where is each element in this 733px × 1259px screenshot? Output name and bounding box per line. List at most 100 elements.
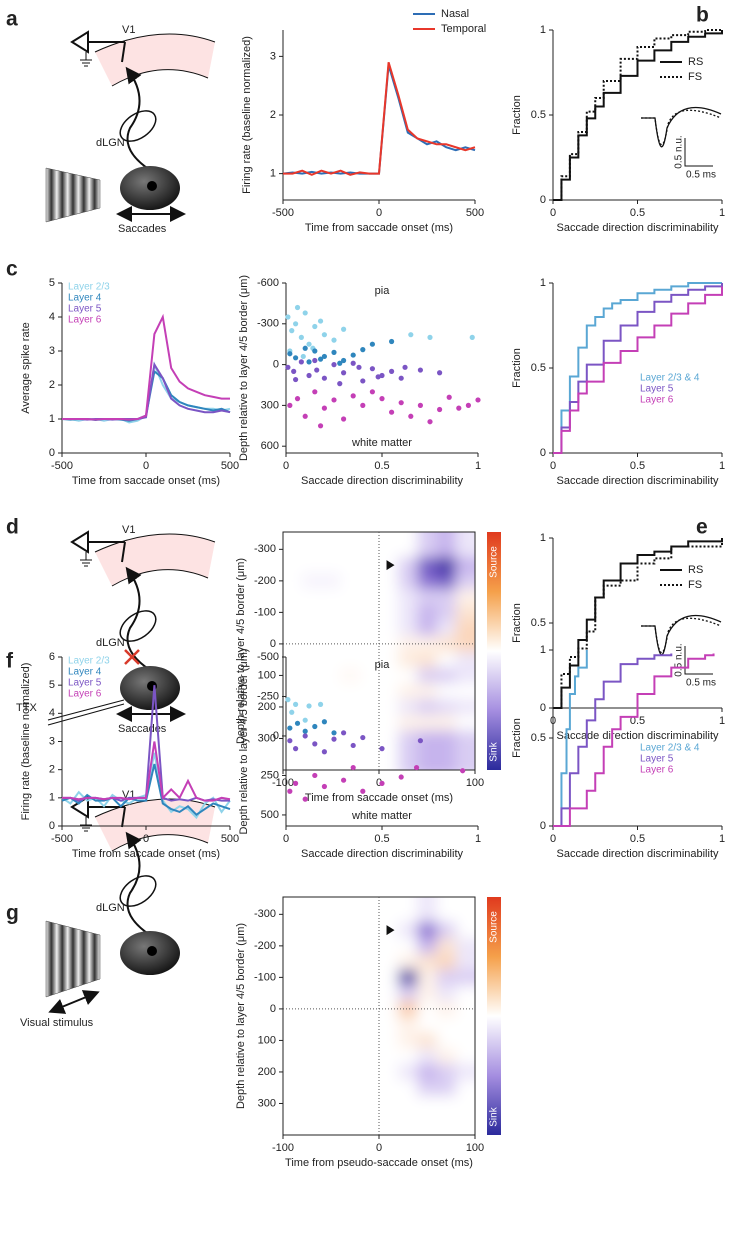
y-tick-label: 5 <box>49 277 55 289</box>
heatmap-cell <box>359 588 380 606</box>
legend-label: Layer 4 <box>68 667 102 678</box>
cdf-line <box>553 282 722 454</box>
heatmap-cell <box>455 667 475 685</box>
heatmap-cell <box>302 1095 323 1135</box>
heatmap-cell <box>321 683 342 701</box>
scatter-point <box>331 736 337 742</box>
panel-label: g <box>6 902 19 925</box>
colorbar-label: Sink <box>489 1106 500 1126</box>
heatmap-cell <box>340 636 361 653</box>
cdf-line <box>553 538 723 709</box>
scatter-point <box>302 717 308 723</box>
heatmap-cell <box>283 897 304 924</box>
heatmap-cell <box>398 557 419 574</box>
heatmap-cell <box>436 1048 457 1066</box>
panel-label: f <box>6 650 14 673</box>
heatmap-cell <box>340 897 361 924</box>
heatmap-cell <box>283 985 304 1003</box>
x-axis-label: Saccade direction discriminability <box>301 475 464 487</box>
legend-label: RS <box>688 56 703 68</box>
y-axis-label: Depth relative to layer 4/5 border (μm) <box>235 558 247 744</box>
heatmap <box>283 532 475 770</box>
cdf-line <box>553 538 723 709</box>
scatter-point <box>285 314 291 320</box>
y-tick-label: 300 <box>258 1097 276 1109</box>
heatmap-cell <box>321 604 342 622</box>
heatmap-cell <box>398 1095 419 1135</box>
heatmap-cell <box>455 985 475 1003</box>
heatmap-cell <box>379 1064 400 1081</box>
heatmap-cell <box>302 588 323 606</box>
heatmap-cell <box>283 1095 304 1135</box>
heatmap-cell <box>455 922 475 939</box>
scatter-point <box>306 703 312 709</box>
scatter-point <box>475 397 481 403</box>
y-axis-label: Depth relative to layer 4/5 border (μm) <box>238 648 250 834</box>
scatter-point <box>321 375 327 381</box>
y-axis-label: Firing rate (baseline normalized) <box>241 36 253 194</box>
panel-label: d <box>6 516 19 539</box>
y-tick-label: 0 <box>273 359 279 371</box>
scatter-point <box>302 310 308 316</box>
scatter-point <box>408 332 414 338</box>
scatter-point <box>389 368 395 374</box>
y-tick-label: 1 <box>540 24 546 36</box>
heatmap-cell <box>417 588 438 606</box>
heatmap-cell <box>283 937 304 955</box>
y-tick-label: -100 <box>254 606 276 618</box>
scatter-point <box>341 370 347 376</box>
y-tick-label: 1 <box>540 644 546 656</box>
scatter-point <box>469 334 475 340</box>
y-tick-label: 3 <box>270 50 276 62</box>
scatter-point <box>331 362 337 368</box>
heatmap-cell <box>359 969 380 987</box>
x-tick-label: 500 <box>466 207 484 219</box>
heatmap-cell <box>417 922 438 939</box>
y-tick-label: -300 <box>254 543 276 555</box>
heatmap-cell <box>321 969 342 987</box>
scatter-point <box>312 357 318 364</box>
chart: Source Sink -100 0 100 -300 -200 -100 0 100 200 300… <box>235 896 501 1169</box>
heatmap-cell <box>302 1001 323 1018</box>
y-tick-label: 500 <box>261 809 279 821</box>
heatmap-cell <box>340 532 361 559</box>
heatmap-cell <box>359 604 380 622</box>
y-axis-label: Average spike rate <box>20 322 32 414</box>
x-axis-label: Time from saccade onset (ms) <box>72 475 220 487</box>
y-axis-label: Firing rate (baseline normalized) <box>20 663 32 821</box>
scatter-point <box>293 355 299 361</box>
scatter-point <box>293 780 299 786</box>
scatter-point <box>460 768 466 774</box>
heatmap-cell <box>455 1048 475 1066</box>
heatmap-cell <box>436 699 457 716</box>
heatmap-cell <box>340 588 361 606</box>
scatter-point <box>312 772 318 779</box>
legend-label: Layer 5 <box>640 754 674 765</box>
heatmap-cell <box>359 636 380 653</box>
heatmap-cell <box>321 1016 342 1034</box>
heatmap-cell <box>398 1079 419 1097</box>
heatmap-cell <box>321 985 342 1003</box>
heatmap-cell <box>398 699 419 716</box>
scatter-point <box>314 367 320 373</box>
x-tick-label: 0 <box>283 460 289 472</box>
diagram-g: V1 dLGN Visual stimulus <box>20 789 216 1029</box>
x-tick-label: -100 <box>272 1142 294 1154</box>
heatmap-cell <box>359 953 380 971</box>
heatmap-cell <box>398 620 419 638</box>
x-tick-label: 0.5 <box>630 460 645 472</box>
x-tick-label: -100 <box>272 777 294 789</box>
scatter-point <box>341 326 347 332</box>
heatmap-cell <box>436 897 457 924</box>
scatter-point <box>437 406 443 413</box>
diagram-label: dLGN <box>96 137 125 149</box>
scatter-point <box>465 402 471 408</box>
heatmap-cell <box>417 1016 438 1034</box>
heatmap-cell <box>455 1079 475 1097</box>
y-tick-label: 0 <box>49 447 55 459</box>
heatmap-cell <box>436 969 457 987</box>
heatmap-cell <box>283 651 304 669</box>
